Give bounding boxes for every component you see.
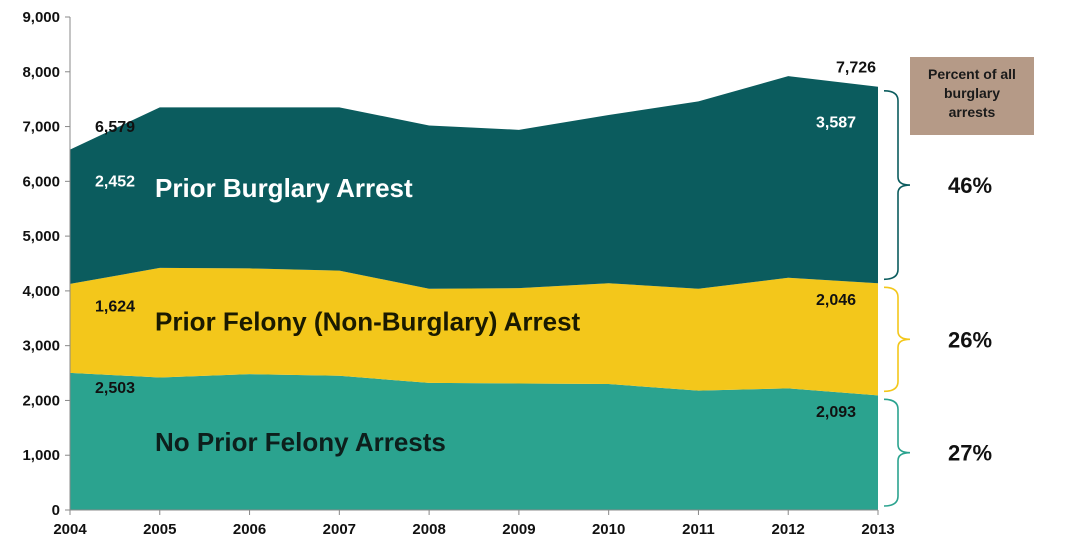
data-label: 1,624 [95,298,135,315]
y-tick-label: 0 [52,502,60,519]
x-tick-label: 2008 [412,521,445,538]
percent-legend-title: Percent of all [928,66,1016,82]
percent-label: 46% [948,173,992,198]
series-label-0: No Prior Felony Arrests [155,427,446,457]
x-tick-label: 2011 [682,521,715,538]
x-tick-label: 2006 [233,521,266,538]
percent-legend-title: arrests [949,104,996,120]
axes: 0 1,000 2,000 3,000 4,000 5,000 6,000 7,000 8,00… [22,9,894,538]
data-label: 2,093 [816,404,856,421]
y-tick-label: 4,000 [22,283,60,300]
percent-brace [883,89,911,281]
y-tick-label: 3,000 [22,338,60,355]
y-tick-label: 6,000 [22,173,60,190]
y-tick-label: 2,000 [22,392,60,409]
percent-legend-box [910,57,1034,135]
y-tick-label: 8,000 [22,64,60,81]
x-tick-label: 2004 [53,521,87,538]
annotations: No Prior Felony Arrests Prior Felony (Non… [95,57,1034,507]
x-tick-label: 2005 [143,521,176,538]
area-prior-felony-non-burglary-arrest [70,267,878,396]
percent-brace [883,286,911,393]
area-layers [70,76,878,510]
data-label: 7,726 [836,60,876,77]
y-tick-label: 9,000 [22,9,60,26]
data-label: 2,046 [816,292,856,309]
percent-brace [883,398,911,507]
percent-label: 27% [948,441,992,466]
x-tick-label: 2007 [323,521,356,538]
x-tick-label: 2012 [772,521,805,538]
y-tick-label: 7,000 [22,119,60,136]
data-label: 2,503 [95,380,135,397]
percent-label: 26% [948,327,992,352]
x-tick-label: 2010 [592,521,625,538]
y-tick-label: 1,000 [22,447,60,464]
x-tick-label: 2013 [861,521,894,538]
area-no-prior-felony-arrests [70,372,878,510]
series-label-1: Prior Felony (Non-Burglary) Arrest [155,306,581,336]
data-label: 2,452 [95,173,135,190]
data-label: 6,579 [95,119,135,136]
x-tick-label: 2009 [502,521,535,538]
data-label: 3,587 [816,114,856,131]
series-label-2: Prior Burglary Arrest [155,173,413,203]
y-tick-label: 5,000 [22,228,60,245]
area-prior-burglary-arrest [70,76,878,289]
percent-legend-title: burglary [944,85,1000,101]
